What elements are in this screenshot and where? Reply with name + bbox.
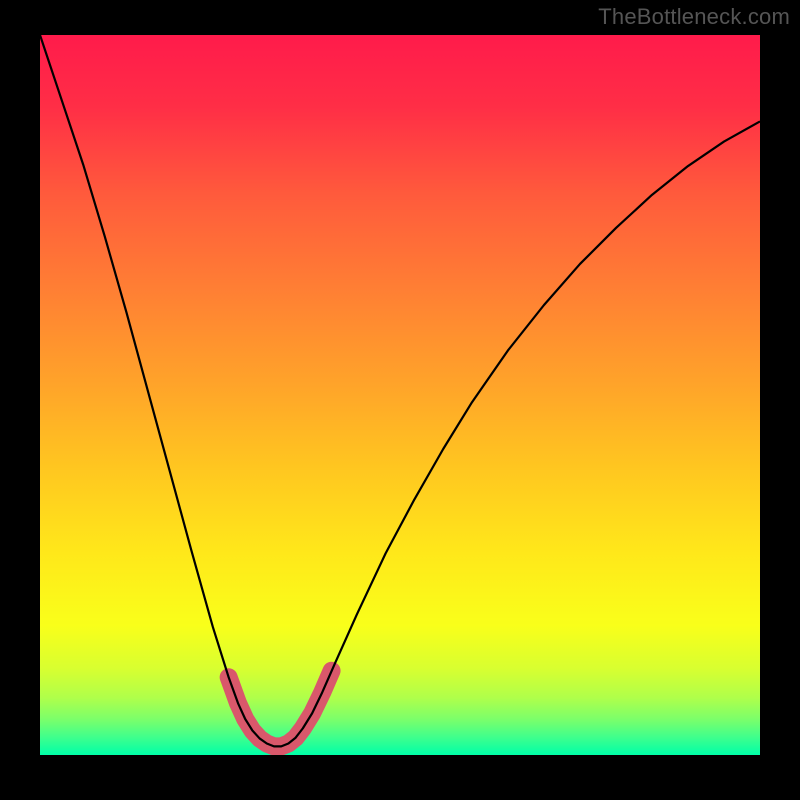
- main-curve-path: [40, 35, 760, 746]
- plot-area: [40, 35, 760, 755]
- watermark-text: TheBottleneck.com: [598, 4, 790, 30]
- highlight-u-path: [229, 671, 332, 747]
- chart-container: TheBottleneck.com: [0, 0, 800, 800]
- curve-layer: [40, 35, 760, 755]
